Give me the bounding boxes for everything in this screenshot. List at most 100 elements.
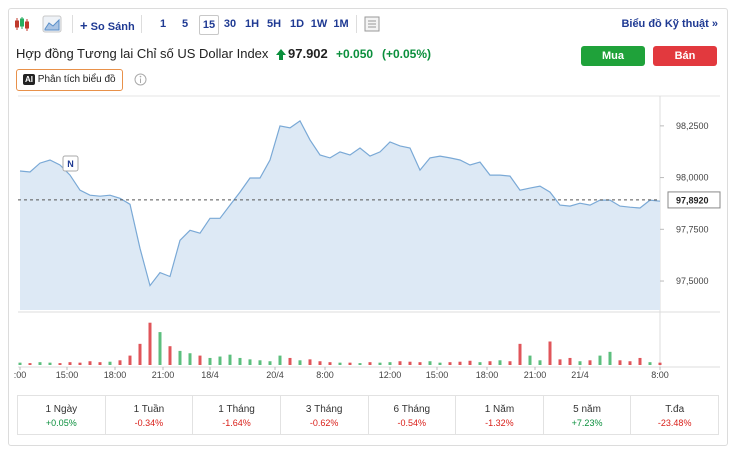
info-icon[interactable]	[134, 73, 147, 86]
y-tick-label: 98,0000	[676, 173, 709, 183]
volume-bar	[48, 362, 52, 365]
volume-bar	[428, 361, 432, 365]
compare-label: So Sánh	[90, 21, 135, 33]
volume-bar	[318, 361, 322, 365]
performance-cell[interactable]: 5 năm +7.23%	[542, 395, 632, 435]
volume-bar	[68, 362, 72, 365]
volume-bar	[518, 343, 522, 365]
performance-period: 5 năm	[573, 404, 601, 415]
interval-button[interactable]: 15	[199, 15, 219, 35]
volume-bar	[58, 363, 62, 365]
volume-bar	[308, 359, 312, 365]
technical-chart-link[interactable]: Biểu đồ Kỹ thuật »	[621, 18, 718, 30]
performance-period: 1 Năm	[484, 404, 515, 415]
volume-bar	[548, 341, 552, 365]
performance-period: 1 Ngày	[45, 404, 78, 415]
volume-bar	[138, 343, 142, 365]
performance-period: 1 Tuần	[133, 404, 165, 415]
performance-change: -23.48%	[657, 418, 692, 428]
volume-bar	[278, 355, 282, 365]
performance-change: +7.23%	[571, 418, 603, 428]
performance-cell[interactable]: 6 Tháng -0.54%	[367, 395, 457, 435]
volume-bar	[478, 362, 482, 365]
volume-bar	[338, 362, 342, 365]
volume-bar	[88, 361, 92, 365]
performance-cell[interactable]: 1 Tháng -1.64%	[192, 395, 281, 435]
volume-bar	[258, 360, 262, 365]
price: 97.902	[288, 46, 328, 61]
volume-bar	[28, 363, 32, 365]
performance-period: 1 Tháng	[218, 404, 255, 415]
instrument-title: Hợp đồng Tương lai Chỉ số US Dollar Inde…	[16, 46, 269, 61]
interval-button[interactable]: 5	[181, 18, 189, 30]
volume-bar	[448, 362, 452, 365]
volume-bar	[498, 360, 502, 365]
chart-type-icons[interactable]	[14, 15, 64, 33]
volume-bar	[298, 360, 302, 365]
performance-cell[interactable]: 3 Tháng -0.62%	[279, 395, 369, 435]
volume-bar	[638, 357, 642, 365]
interval-button[interactable]: 5H	[266, 18, 282, 30]
sell-button[interactable]: Bán	[653, 46, 717, 66]
volume-bar	[578, 361, 582, 365]
x-tick-label: 21:00	[152, 370, 175, 380]
performance-change: -1.64%	[222, 418, 251, 428]
current-price-label: 97,8920	[676, 195, 709, 205]
volume-bar	[608, 351, 612, 365]
volume-bar	[188, 353, 192, 365]
widget-frame	[8, 8, 728, 446]
volume-bar	[588, 360, 592, 365]
volume-bar	[528, 355, 532, 365]
volume-bar	[158, 332, 162, 365]
volume-bar	[178, 350, 182, 365]
performance-cell[interactable]: 1 Ngày +0.05%	[17, 395, 106, 435]
volume-bar	[348, 362, 352, 365]
volume-bar	[38, 362, 42, 365]
volume-bar	[108, 361, 112, 365]
interval-button[interactable]: 1W	[310, 18, 328, 30]
compare-button[interactable]: + So Sánh	[80, 18, 135, 33]
separator	[141, 15, 142, 33]
ai-badge: AI	[23, 74, 35, 85]
separator	[356, 15, 357, 33]
volume-bar	[378, 362, 382, 365]
interval-button[interactable]: 1D	[289, 18, 305, 30]
volume-bar	[628, 361, 632, 365]
price-change-percent: (+0.05%)	[382, 47, 432, 61]
settings-icon[interactable]	[364, 16, 380, 32]
volume-bar	[598, 355, 602, 365]
news-marker-box	[62, 155, 79, 172]
x-tick-label: :00	[14, 370, 27, 380]
interval-button[interactable]: 1	[159, 18, 167, 30]
x-tick-label: 18:00	[476, 370, 499, 380]
performance-change: -0.62%	[309, 418, 339, 428]
performance-period: 6 Tháng	[393, 404, 431, 415]
x-tick-label: 20/4	[266, 370, 284, 380]
news-marker: N	[67, 159, 74, 169]
buy-button[interactable]: Mua	[581, 46, 645, 66]
interval-button[interactable]: 1M	[333, 18, 349, 30]
volume-bar	[408, 361, 412, 365]
x-tick-label: 18:00	[104, 370, 127, 380]
volume-bar	[168, 346, 172, 365]
performance-cell[interactable]: 1 Tuần -0.34%	[104, 395, 194, 435]
x-tick-label: 8:00	[316, 370, 334, 380]
volume-bar	[228, 354, 232, 365]
interval-button[interactable]: 1H	[244, 18, 260, 30]
performance-cell[interactable]: 1 Năm -1.32%	[455, 395, 544, 435]
volume-bar	[388, 362, 392, 365]
volume-bar	[248, 359, 252, 365]
volume-bar	[488, 361, 492, 365]
volume-bar	[398, 361, 402, 365]
volume-bar	[238, 357, 242, 365]
ai-analysis-button[interactable]: AI Phân tích biểu đồ	[16, 69, 123, 91]
performance-cell[interactable]: T.đa -23.48%	[630, 395, 719, 435]
interval-button[interactable]: 30	[223, 18, 237, 30]
volume-bar	[208, 357, 212, 365]
x-tick-label: 8:00	[651, 370, 669, 380]
price-change: +0.050	[336, 47, 374, 61]
x-tick-label: 15:00	[426, 370, 449, 380]
x-tick-label: 15:00	[56, 370, 79, 380]
